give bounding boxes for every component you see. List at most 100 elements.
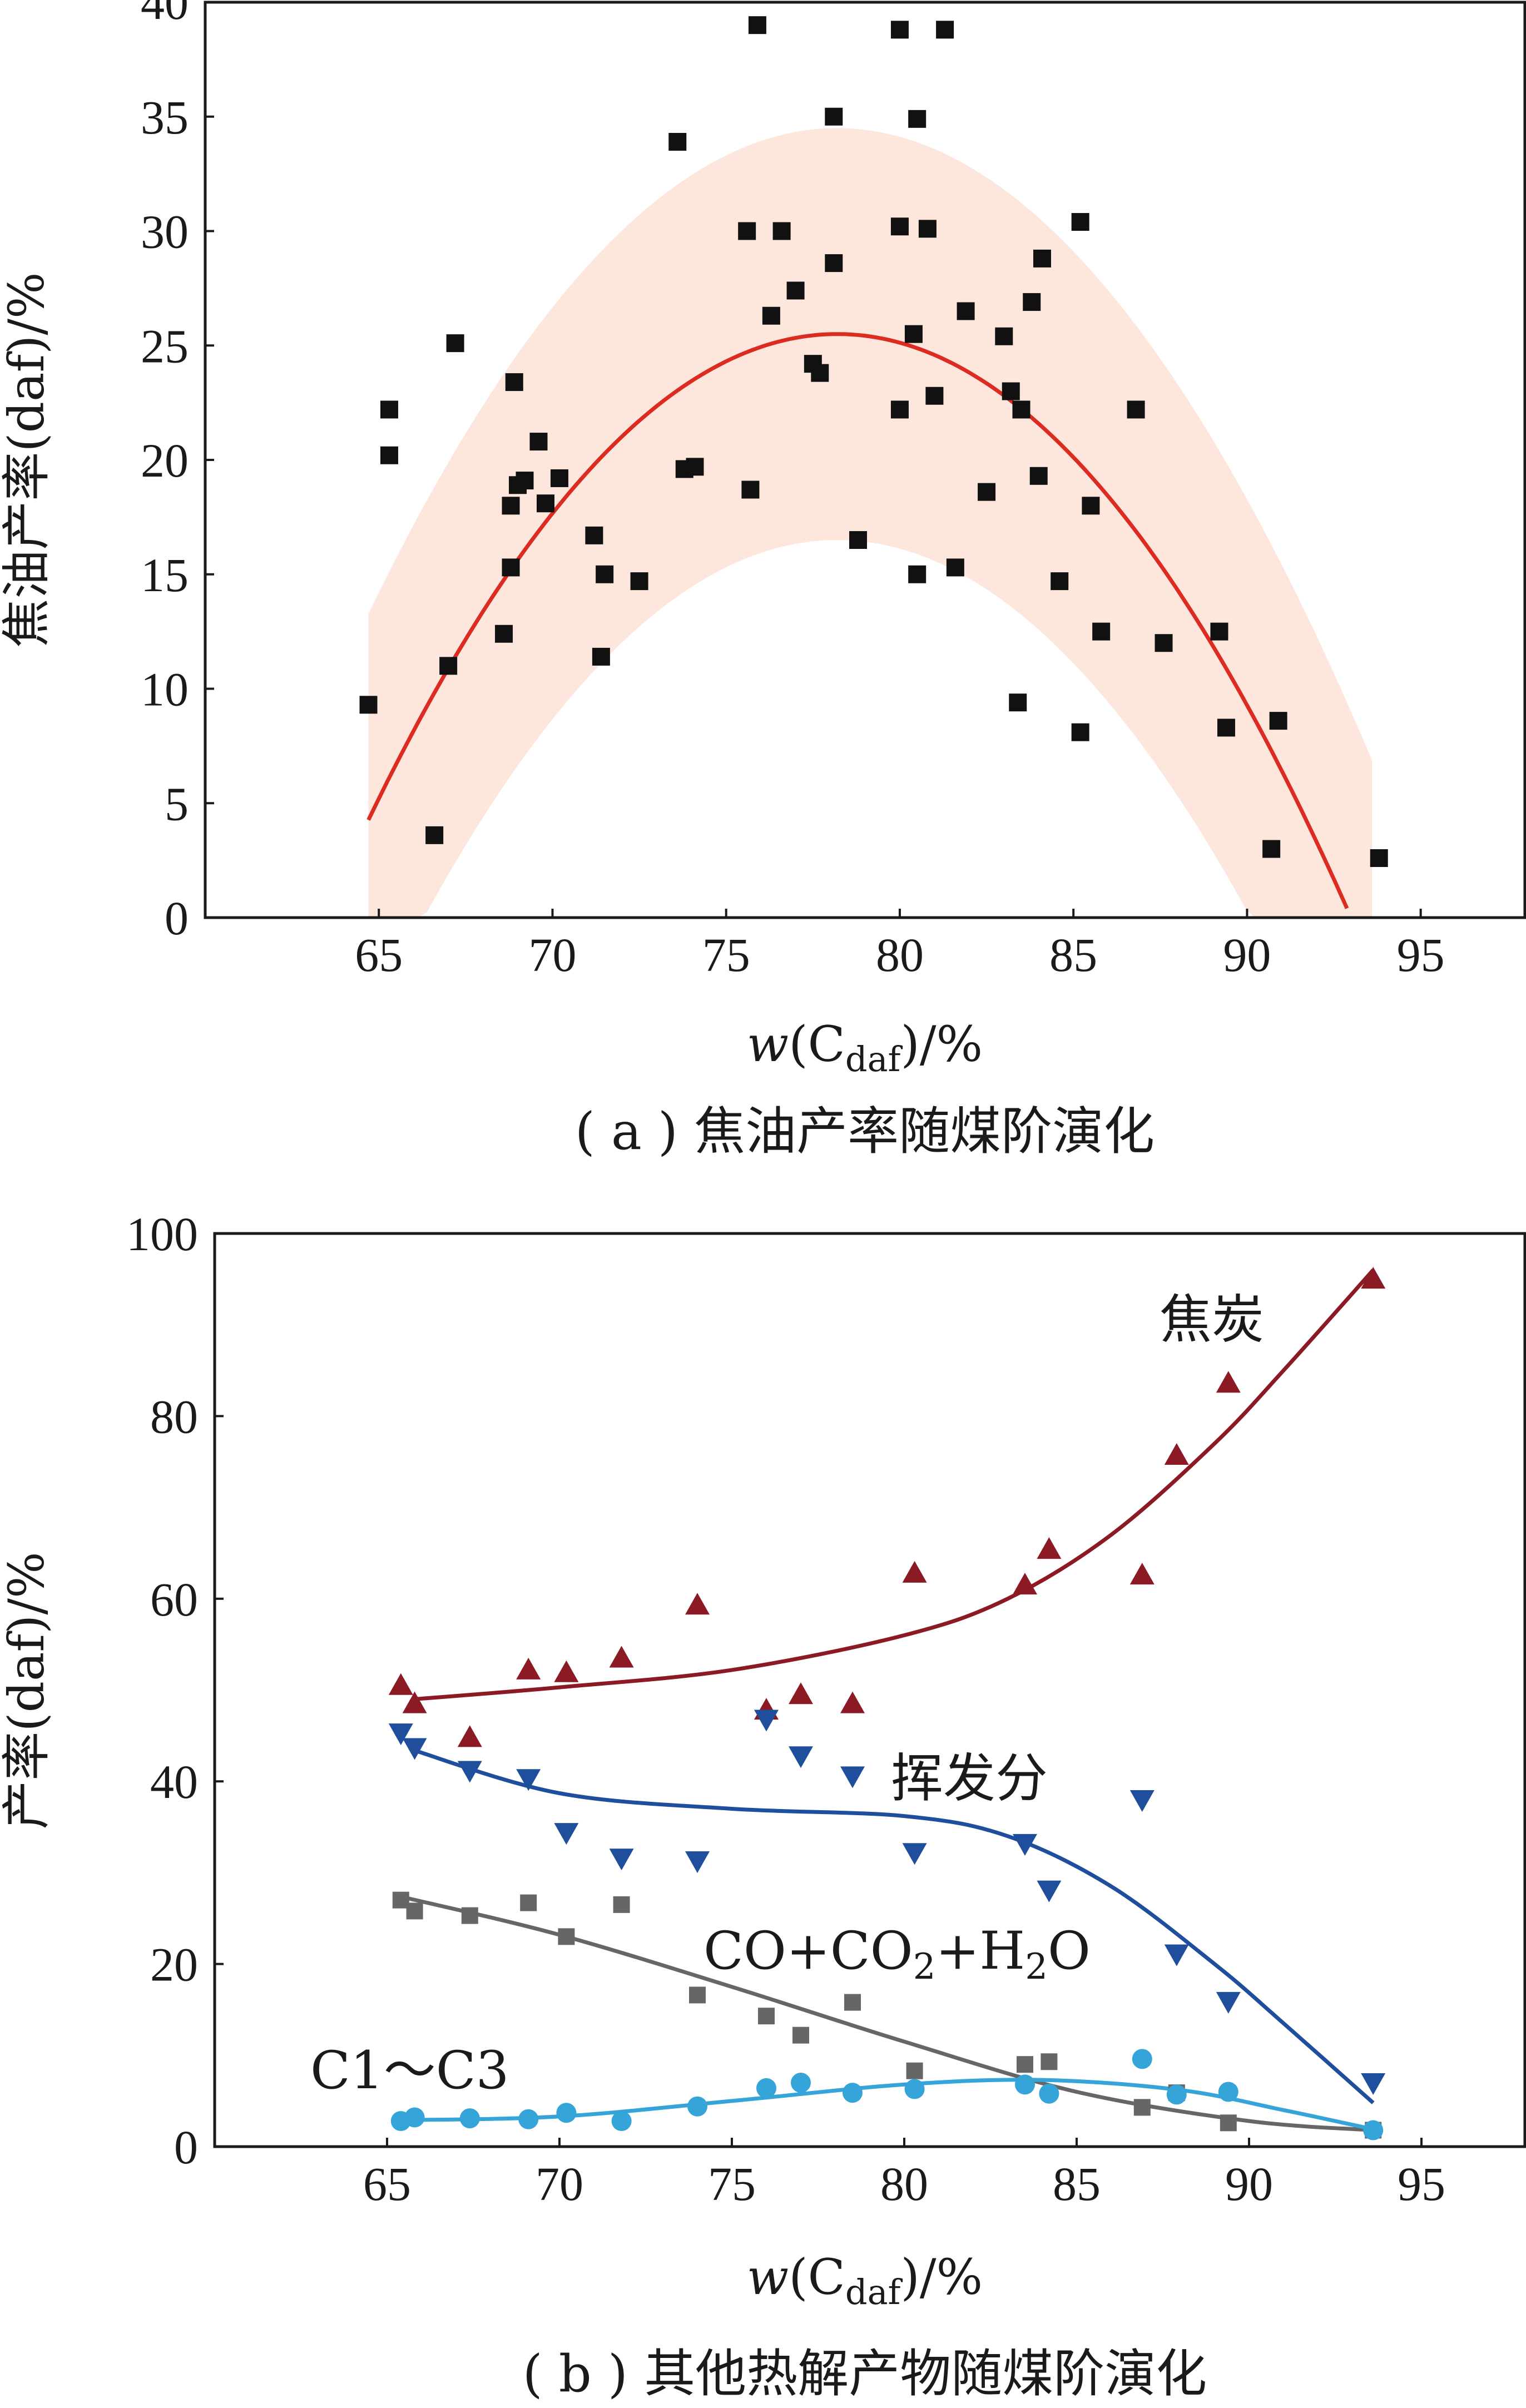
data-point-series-1 xyxy=(1129,1790,1155,1812)
data-point-series-2 xyxy=(792,2027,809,2044)
data-point-series-2 xyxy=(1220,2114,1237,2132)
data-point xyxy=(936,21,954,39)
data-point-series-3 xyxy=(611,2111,632,2132)
x-tick-label: 95 xyxy=(1397,928,1445,982)
data-point xyxy=(890,217,909,236)
data-point-series-0 xyxy=(516,1657,541,1679)
data-point xyxy=(1029,467,1048,485)
confidence-band-a xyxy=(368,128,1373,918)
data-point-series-1 xyxy=(789,1746,813,1768)
data-point xyxy=(1127,400,1145,419)
series-label-gas: CO+CO2+H2O xyxy=(703,1921,1091,1988)
data-point-series-0 xyxy=(1361,1267,1386,1289)
data-point xyxy=(890,21,909,39)
y-axis-label-a: 焦油产率(daf)/% xyxy=(0,272,55,647)
data-point xyxy=(425,826,444,844)
data-point xyxy=(446,334,464,353)
data-point-series-1 xyxy=(1164,1944,1189,1966)
x-axis-label-a-sub: daf xyxy=(845,1039,903,1079)
data-point xyxy=(904,325,923,343)
data-point-series-0 xyxy=(685,1593,710,1615)
data-point xyxy=(978,483,996,501)
series-label-volatile: 挥发分 xyxy=(891,1748,1048,1809)
data-point xyxy=(529,433,548,451)
y-axis-label-b: 产率(daf)/% xyxy=(0,1552,55,1829)
y-tick-label: 0 xyxy=(165,891,189,945)
data-point-series-0 xyxy=(1216,1371,1241,1393)
data-point xyxy=(1051,572,1069,591)
x-axis-label-b-sub: daf xyxy=(845,2272,903,2312)
data-point-series-3 xyxy=(1218,2082,1238,2102)
data-point xyxy=(596,565,614,583)
data-point-series-0 xyxy=(1129,1563,1155,1585)
caption-b: ( b ) 其他热解产物随煤阶演化 xyxy=(523,2344,1207,2404)
data-point xyxy=(1071,213,1089,231)
y-tick-label: 100 xyxy=(126,1207,198,1261)
fit-line-series-1 xyxy=(410,1747,1375,2104)
data-point-series-3 xyxy=(1039,2083,1059,2104)
x-axis-label-b-suffix: )/% xyxy=(901,2248,983,2306)
x-tick-label: 75 xyxy=(702,928,750,982)
x-axis-label-a-suffix: )/% xyxy=(901,1015,983,1073)
data-point-series-1 xyxy=(609,1849,634,1871)
data-point xyxy=(786,281,805,300)
data-point xyxy=(890,400,909,419)
data-point xyxy=(1269,712,1287,730)
data-point xyxy=(536,494,554,513)
x-axis-label-b: w(Cdaf)/% xyxy=(747,2248,983,2312)
data-point-series-0 xyxy=(554,1660,579,1682)
x-tick-label: 85 xyxy=(1053,2157,1101,2211)
data-point xyxy=(668,133,687,151)
data-point-series-3 xyxy=(1015,2074,1035,2095)
y-ticks-b: 0 20 40 60 80 100 xyxy=(126,1207,224,2174)
data-point-series-3 xyxy=(687,2096,707,2117)
data-point xyxy=(1262,840,1281,858)
data-point-series-0 xyxy=(1164,1443,1189,1465)
data-point xyxy=(1370,849,1388,868)
x-tick-label: 90 xyxy=(1225,2157,1273,2211)
data-point-series-3 xyxy=(1166,2084,1187,2105)
y-tick-label: 40 xyxy=(141,0,189,29)
data-point xyxy=(1082,497,1100,515)
y-tick-label: 20 xyxy=(141,434,189,487)
y-tick-label: 40 xyxy=(150,1755,198,1809)
data-point-series-3 xyxy=(459,2108,480,2129)
data-point-series-0 xyxy=(388,1673,413,1695)
x-tick-label: 95 xyxy=(1398,2157,1445,2211)
points-b xyxy=(388,1267,1386,2141)
data-point xyxy=(762,306,780,325)
fit-line xyxy=(366,332,1349,909)
data-point-series-3 xyxy=(556,2103,577,2123)
data-point-series-0 xyxy=(789,1682,813,1705)
x-tick-label: 70 xyxy=(528,928,576,982)
series-label-coke: 焦炭 xyxy=(1160,1290,1264,1350)
data-point xyxy=(908,110,926,128)
data-point xyxy=(585,526,603,544)
data-point-series-1 xyxy=(554,1823,579,1845)
x-tick-label: 70 xyxy=(536,2157,583,2211)
data-point xyxy=(957,302,975,320)
panel-b: 65 70 75 80 85 90 95 0 20 40 60 80 100 焦炭 挥发分 CO+CO… xyxy=(0,1207,1526,2404)
fit-line-series-0 xyxy=(414,1269,1375,1701)
y-tick-label: 25 xyxy=(141,319,189,373)
label-text: CO+CO xyxy=(703,1921,913,1981)
data-point xyxy=(502,558,520,577)
label-text: +H xyxy=(935,1921,1025,1981)
y-tick-label: 35 xyxy=(141,91,189,144)
series-label-c1c3: C1～C3 xyxy=(310,2040,509,2101)
x-ticks-a: 65 70 75 80 85 90 95 xyxy=(355,909,1445,982)
data-point xyxy=(686,458,704,476)
y-tick-label: 60 xyxy=(150,1573,198,1626)
data-point-series-3 xyxy=(756,2078,776,2098)
data-point xyxy=(592,647,610,666)
data-point-series-3 xyxy=(518,2109,539,2129)
data-point-series-0 xyxy=(457,1725,482,1747)
data-point xyxy=(495,625,513,643)
data-point xyxy=(995,327,1013,345)
data-point xyxy=(380,400,398,419)
data-point-series-1 xyxy=(1037,1880,1062,1902)
data-point-series-3 xyxy=(1132,2049,1152,2069)
data-point xyxy=(505,373,523,392)
data-point xyxy=(1012,400,1030,419)
